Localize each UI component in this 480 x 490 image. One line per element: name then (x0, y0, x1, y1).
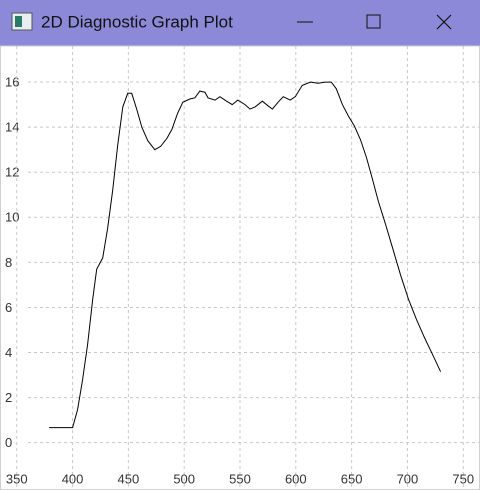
y-tick-label: 12 (5, 165, 19, 180)
x-tick-label: 650 (341, 471, 363, 486)
x-tick-label: 350 (6, 471, 28, 486)
y-tick-label: 16 (5, 74, 19, 89)
app-icon (11, 12, 33, 31)
x-tick-label: 400 (62, 471, 84, 486)
close-button[interactable] (436, 14, 452, 30)
x-tick-label: 700 (397, 471, 419, 486)
x-tick-label: 750 (452, 471, 474, 486)
y-tick-label: 4 (5, 345, 12, 360)
y-tick-label: 0 (5, 435, 12, 450)
x-tick-label: 500 (173, 471, 195, 486)
y-tick-label: 14 (5, 120, 19, 135)
x-tick-label: 550 (229, 471, 251, 486)
title-bar (0, 0, 480, 46)
data-line (49, 81, 442, 429)
y-tick-label: 8 (5, 255, 12, 270)
y-tick-label: 6 (5, 300, 12, 315)
window-title: 2D Diagnostic Graph Plot (41, 12, 233, 31)
y-tick-label: 10 (5, 210, 19, 225)
maximize-button[interactable] (366, 14, 381, 29)
icon-panel (15, 16, 22, 27)
x-tick-label: 450 (118, 471, 140, 486)
x-tick-label: 600 (285, 471, 307, 486)
y-tick-label: 2 (5, 390, 12, 405)
